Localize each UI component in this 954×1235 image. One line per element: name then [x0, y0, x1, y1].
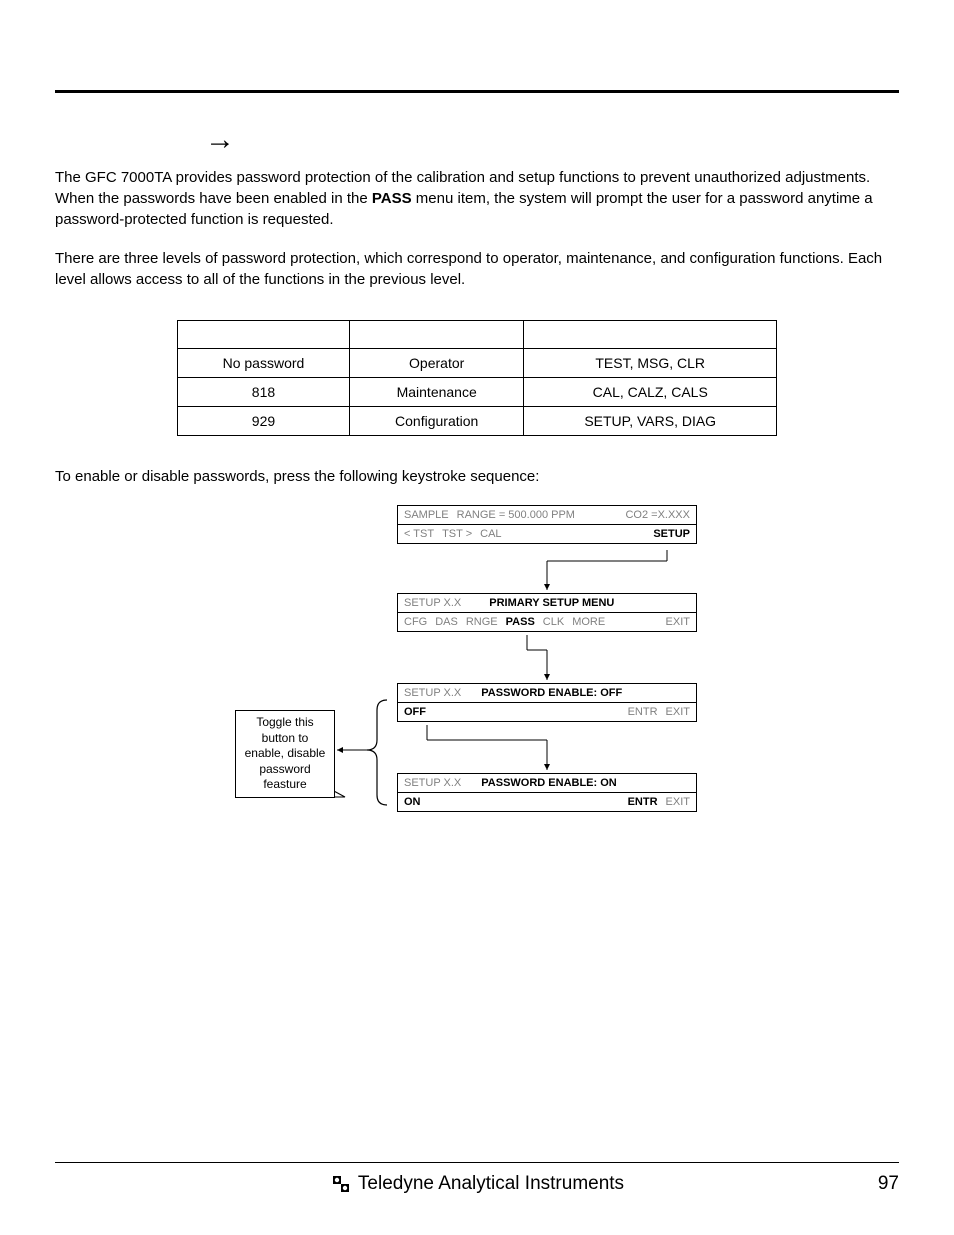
pass-button: PASS: [506, 616, 535, 628]
col-level: [349, 321, 523, 349]
menu-password-on: SETUP X.X PASSWORD ENABLE: ON ON ENTR EX…: [397, 773, 697, 812]
cell: TEST, MSG, CLR: [524, 349, 777, 378]
page-number: 97: [878, 1173, 899, 1195]
rnge: RNGE: [466, 616, 498, 628]
intro-paragraph: The GFC 7000TA provides password protect…: [55, 167, 899, 230]
range-label: RANGE = 500.000 PPM: [457, 509, 575, 521]
cfg: CFG: [404, 616, 427, 628]
more: MORE: [572, 616, 605, 628]
table-row: No password Operator TEST, MSG, CLR: [178, 349, 777, 378]
header-rule: [55, 90, 899, 93]
das: DAS: [435, 616, 458, 628]
exit: EXIT: [666, 706, 690, 718]
toggle-callout: Toggle this button to enable, disable pa…: [235, 710, 335, 798]
setup-ver: SETUP X.X: [404, 597, 461, 609]
exit: EXIT: [666, 616, 690, 628]
tst-next: TST >: [442, 528, 472, 540]
callout-text: Toggle this button to enable, disable pa…: [245, 715, 326, 791]
cell: Maintenance: [349, 378, 523, 407]
menu-primary-setup: SETUP X.X PRIMARY SETUP MENU CFG DAS RNG…: [397, 593, 697, 632]
co2-label: CO2 =X.XXX: [625, 509, 690, 521]
col-password: [178, 321, 350, 349]
cell: 818: [178, 378, 350, 407]
cell: 929: [178, 407, 350, 436]
levels-paragraph: There are three levels of password prote…: [55, 248, 899, 290]
table-row: 929 Configuration SETUP, VARS, DIAG: [178, 407, 777, 436]
setup-button: SETUP: [653, 528, 690, 540]
cell: Operator: [349, 349, 523, 378]
keystroke-diagram: SAMPLE RANGE = 500.000 PPM CO2 =X.XXX < …: [227, 505, 727, 845]
arrow-right-icon: →: [205, 123, 899, 157]
sequence-paragraph: To enable or disable passwords, press th…: [55, 466, 899, 487]
primary-setup-title: PRIMARY SETUP MENU: [489, 597, 614, 609]
table-row: 818 Maintenance CAL, CALZ, CALS: [178, 378, 777, 407]
exit: EXIT: [666, 796, 690, 808]
pw-enable-off-title: PASSWORD ENABLE: OFF: [481, 687, 622, 699]
off-button: OFF: [404, 706, 426, 718]
cell: SETUP, VARS, DIAG: [524, 407, 777, 436]
entr-button: ENTR: [628, 796, 658, 808]
on-button: ON: [404, 796, 421, 808]
footer-company: Teledyne Analytical Instruments: [358, 1173, 624, 1195]
cal-label: CAL: [480, 528, 501, 540]
tst-prev: < TST: [404, 528, 434, 540]
clk: CLK: [543, 616, 564, 628]
menu-sample: SAMPLE RANGE = 500.000 PPM CO2 =X.XXX < …: [397, 505, 697, 544]
sample-label: SAMPLE: [404, 509, 449, 521]
teledyne-logo-icon: [330, 1173, 352, 1195]
page-footer: Teledyne Analytical Instruments 97: [55, 1162, 899, 1195]
menu-password-off: SETUP X.X PASSWORD ENABLE: OFF OFF ENTR …: [397, 683, 697, 722]
cell: Configuration: [349, 407, 523, 436]
cell: CAL, CALZ, CALS: [524, 378, 777, 407]
setup-ver: SETUP X.X: [404, 777, 461, 789]
p1-pass: PASS: [372, 190, 412, 207]
cell: No password: [178, 349, 350, 378]
footer-rule: [55, 1162, 899, 1163]
password-table: No password Operator TEST, MSG, CLR 818 …: [177, 320, 777, 436]
entr: ENTR: [628, 706, 658, 718]
pw-enable-on-title: PASSWORD ENABLE: ON: [481, 777, 616, 789]
setup-ver: SETUP X.X: [404, 687, 461, 699]
col-access: [524, 321, 777, 349]
